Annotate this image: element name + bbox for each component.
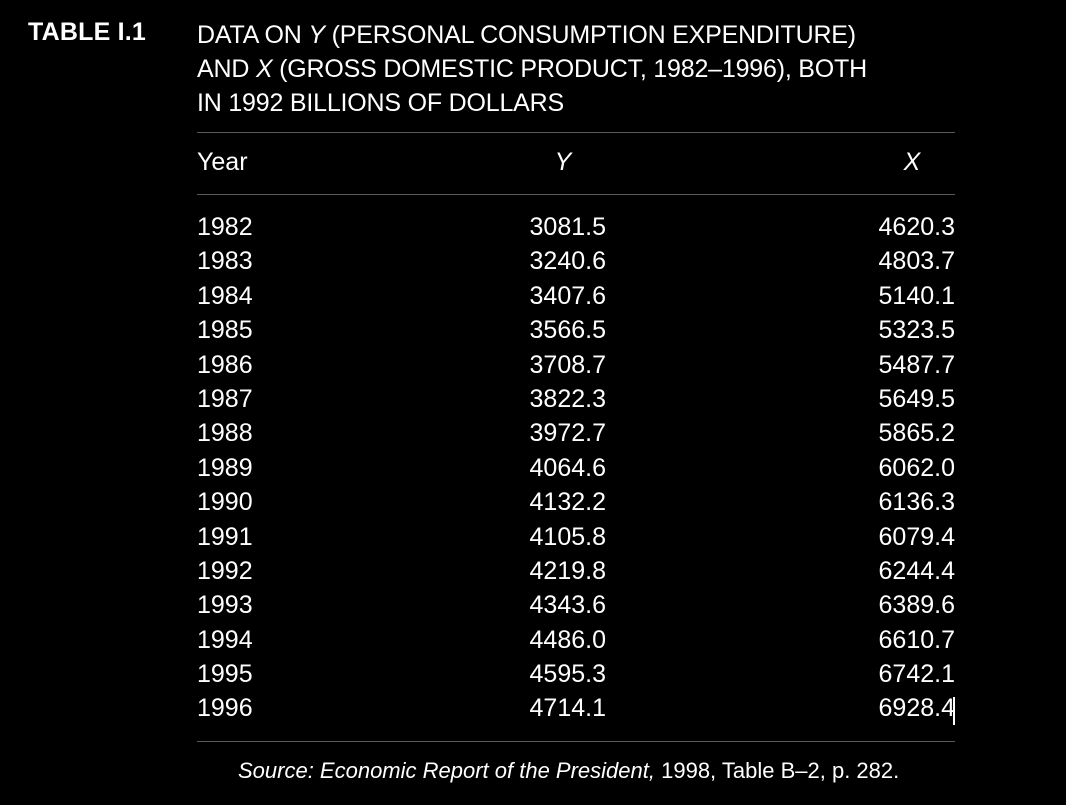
table-row: 1989 4064.6 6062.0 xyxy=(0,454,1066,488)
cell-x: 5865.2 xyxy=(878,419,955,448)
top-rule xyxy=(197,132,955,133)
cell-year: 1988 xyxy=(197,419,253,448)
table-row: 1992 4219.8 6244.4 xyxy=(0,557,1066,591)
cell-year: 1986 xyxy=(197,350,253,379)
cell-year: 1992 xyxy=(197,556,253,585)
caption-line-1: DATA ON Y (PERSONAL CONSUMPTION EXPENDIT… xyxy=(197,18,997,52)
cell-x: 4620.3 xyxy=(878,213,955,241)
cell-y: 4132.2 xyxy=(529,488,606,517)
cell-x: 6136.3 xyxy=(878,488,955,517)
table-caption: DATA ON Y (PERSONAL CONSUMPTION EXPENDIT… xyxy=(197,18,997,120)
cell-year: 1991 xyxy=(197,522,253,551)
table-body: 1982 3081.5 4620.3 1983 3240.6 4803.7 1984 3407… xyxy=(0,213,1066,729)
header-rule xyxy=(197,194,955,195)
cell-y: 4343.6 xyxy=(529,591,606,620)
table-row: 1982 3081.5 4620.3 xyxy=(0,213,1066,247)
cell-year: 1995 xyxy=(197,660,253,689)
table-row: 1985 3566.5 5323.5 xyxy=(0,316,1066,350)
cell-x: 5140.1 xyxy=(878,281,955,310)
source-prefix: Source: Economic Report of the President… xyxy=(238,758,655,783)
cell-year: 1983 xyxy=(197,247,253,276)
cell-y: 3407.6 xyxy=(529,281,606,310)
table-row: 1990 4132.2 6136.3 xyxy=(0,488,1066,522)
cell-year: 1987 xyxy=(197,384,253,413)
source-suffix: 1998, Table B–2, p. 282. xyxy=(655,758,900,783)
cell-x: 6742.1 xyxy=(878,660,955,689)
cell-x: 5649.5 xyxy=(878,384,955,413)
cell-y: 3566.5 xyxy=(529,316,606,345)
table-row: 1991 4105.8 6079.4 xyxy=(0,523,1066,557)
header-y: Y xyxy=(554,148,572,176)
cell-y: 4714.1 xyxy=(529,694,606,723)
cell-y: 3972.7 xyxy=(529,419,606,448)
cell-x: 6928.4 xyxy=(878,694,955,723)
caption-line-3: IN 1992 BILLIONS OF DOLLARS xyxy=(197,89,564,117)
cell-y: 3081.5 xyxy=(529,213,606,241)
caption-line-2: AND X (GROSS DOMESTIC PRODUCT, 1982–1996… xyxy=(197,52,997,86)
cell-x: 5323.5 xyxy=(878,316,955,345)
caption-text: (GROSS DOMESTIC PRODUCT, 1982–1996), BOT… xyxy=(272,55,867,83)
cell-x: 4803.7 xyxy=(878,247,955,276)
table-label: TABLE I.1 xyxy=(28,18,147,46)
caption-y-variable: Y xyxy=(308,21,325,49)
caption-text: DATA ON xyxy=(197,21,309,49)
table-row: 1994 4486.0 6610.7 xyxy=(0,626,1066,660)
cell-x: 6079.4 xyxy=(878,522,955,551)
header-x: X xyxy=(903,148,921,176)
cell-year: 1993 xyxy=(197,591,253,620)
cell-x: 6244.4 xyxy=(878,556,955,585)
caption-text: AND xyxy=(197,55,256,83)
table-row: 1987 3822.3 5649.5 xyxy=(0,385,1066,419)
cell-y: 3240.6 xyxy=(529,247,606,276)
table-row: 1995 4595.3 6742.1 xyxy=(0,660,1066,694)
caption-x-variable: X xyxy=(255,55,273,83)
source-note: Source: Economic Report of the President… xyxy=(238,758,899,784)
cell-year: 1990 xyxy=(197,488,253,517)
cell-year: 1989 xyxy=(197,453,253,482)
cell-y: 4064.6 xyxy=(529,453,606,482)
cell-y: 3708.7 xyxy=(529,350,606,379)
header-year: Year xyxy=(197,148,248,176)
cell-year: 1996 xyxy=(197,694,253,723)
table-row: 1983 3240.6 4803.7 xyxy=(0,247,1066,281)
cell-y: 4486.0 xyxy=(529,625,606,654)
bottom-rule xyxy=(197,741,955,742)
text-cursor xyxy=(953,697,955,725)
cell-y: 4105.8 xyxy=(529,522,606,551)
cell-year: 1982 xyxy=(197,213,253,241)
caption-text: (PERSONAL CONSUMPTION EXPENDITURE) xyxy=(324,21,856,49)
table-row: 1993 4343.6 6389.6 xyxy=(0,591,1066,625)
cell-x: 6062.0 xyxy=(878,453,955,482)
table-row: 1986 3708.7 5487.7 xyxy=(0,351,1066,385)
cell-year: 1994 xyxy=(197,625,253,654)
cell-y: 4219.8 xyxy=(529,556,606,585)
cell-y: 3822.3 xyxy=(529,384,606,413)
table-row: 1984 3407.6 5140.1 xyxy=(0,282,1066,316)
table-header: Year Y X xyxy=(0,148,1066,182)
cell-x: 6610.7 xyxy=(878,625,955,654)
cell-year: 1985 xyxy=(197,316,253,345)
cell-x: 5487.7 xyxy=(878,350,955,379)
table-row: 1996 4714.1 6928.4 xyxy=(0,694,1066,728)
cell-y: 4595.3 xyxy=(529,660,606,689)
table-row: 1988 3972.7 5865.2 xyxy=(0,419,1066,453)
cell-x: 6389.6 xyxy=(878,591,955,620)
cell-year: 1984 xyxy=(197,281,253,310)
